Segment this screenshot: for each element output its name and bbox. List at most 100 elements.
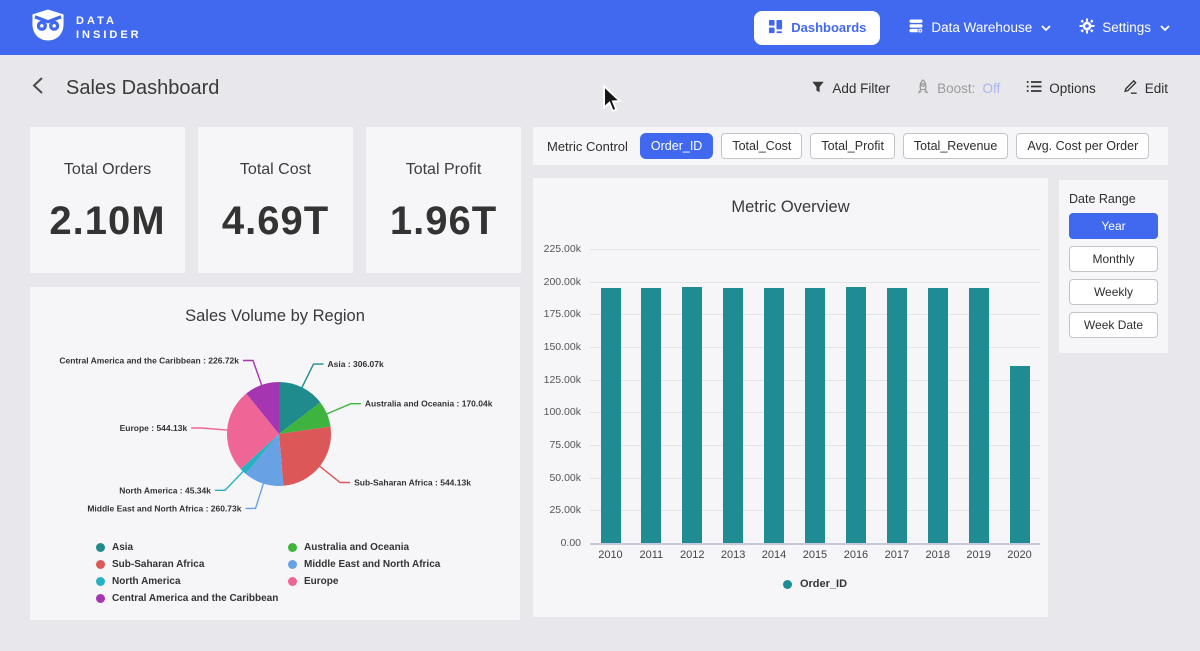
settings-menu[interactable]: Settings [1079,18,1170,37]
pie-slice-label: Sub-Saharan Africa : 544.13k [354,478,471,488]
pie-slice-label: North America : 45.34k [119,485,211,495]
legend-label: North America [112,576,181,587]
metric-buttons: Order_ID Total_Cost Total_Profit Total_Reve… [640,133,1149,159]
legend-dot-icon [288,560,297,569]
bar-2014[interactable] [764,288,784,543]
kpi-label: Total Profit [406,161,482,179]
bar-2019[interactable] [969,288,989,543]
pie-leader-line [191,428,229,430]
date-range-label: Date Range [1069,192,1158,206]
metric-button-order-id[interactable]: Order_ID [640,133,713,159]
x-axis-tick-label: 2013 [713,549,754,561]
bar-chart-panel: Metric Overview 225.00k200.00k175.00k150… [533,178,1048,617]
pie-legend-item[interactable]: Sub-Saharan Africa [96,556,288,573]
bar-2011[interactable] [641,288,661,543]
kpi-card-total-cost: Total Cost 4.69T [198,127,353,273]
edit-button[interactable]: Edit [1122,78,1168,98]
bar-2017[interactable] [887,288,907,543]
date-range-button-year[interactable]: Year [1069,213,1158,239]
pie-slice-2[interactable] [279,427,331,486]
bar-2015[interactable] [805,288,825,543]
options-button[interactable]: Options [1026,80,1096,96]
rocket-icon [916,79,930,98]
add-filter-button[interactable]: Add Filter [811,80,890,97]
back-button[interactable] [32,76,44,100]
data-warehouse-menu[interactable]: Data Warehouse [908,18,1051,37]
bar-2016[interactable] [846,287,866,544]
metric-button-total-revenue[interactable]: Total_Revenue [903,133,1008,159]
y-axis-tick-label: 125.00k [533,374,581,386]
legend-dot-icon [288,577,297,586]
gridline [590,543,1040,545]
pie-leader-line [325,404,361,415]
pencil-icon [1122,78,1138,98]
metric-button-avg-cost-per-order[interactable]: Avg. Cost per Order [1016,133,1149,159]
bar-plot [590,249,1040,543]
bar-2010[interactable] [601,288,621,543]
x-axis-tick-label: 2018 [917,549,958,561]
pie-slice-label: Australia and Oceania : 170.04k [365,399,493,409]
pie-chart-title: Sales Volume by Region [30,307,520,326]
pie-slice-label: Europe : 544.13k [120,423,188,433]
bar-2020[interactable] [1010,366,1030,543]
legend-label: Australia and Oceania [304,542,409,553]
metric-button-total-cost[interactable]: Total_Cost [721,133,802,159]
kpi-label: Total Cost [240,161,311,179]
date-range-button-weekly[interactable]: Weekly [1069,279,1158,305]
date-range-button-monthly[interactable]: Monthly [1069,246,1158,272]
legend-label: Middle East and North Africa [304,559,440,570]
metric-button-total-profit[interactable]: Total_Profit [810,133,895,159]
bar-2012[interactable] [682,287,702,544]
pie-slice-label: Central America and the Caribbean : 226.… [59,356,239,366]
kpi-label: Total Orders [64,161,151,179]
bar-2018[interactable] [928,288,948,543]
kpi-value: 4.69T [222,199,329,244]
pie-slice-label: Middle East and North Africa : 260.73k [87,503,241,513]
y-axis-tick-label: 225.00k [533,243,581,255]
y-axis-tick-label: 75.00k [533,439,581,451]
kpi-value: 2.10M [49,199,165,244]
pie-legend-item[interactable]: North America [96,573,288,590]
bar-legend[interactable]: Order_ID [590,578,1040,590]
pie-legend-item[interactable]: Asia [96,539,288,556]
y-axis-tick-label: 100.00k [533,406,581,418]
legend-dot-icon [96,543,105,552]
owl-logo-icon [30,8,66,47]
boost-toggle[interactable]: Boost: Off [916,79,1000,98]
y-axis-tick-label: 0.00 [533,537,581,549]
gridline [590,282,1040,283]
boost-status: Off [982,81,1000,96]
pie-legend-col2: Australia and Oceania Middle East and Nor… [288,539,440,607]
pie-legend-item[interactable]: Australia and Oceania [288,539,440,556]
dashboards-icon [768,19,783,37]
y-axis-tick-label: 25.00k [533,504,581,516]
metric-control-label: Metric Control [547,139,628,154]
pie-chart-svg[interactable]: Asia : 306.07kAustralia and Oceania : 17… [30,329,520,539]
bar-2013[interactable] [723,288,743,543]
database-icon [908,18,924,37]
dashboards-button[interactable]: Dashboards [754,11,880,45]
brand[interactable]: DATA INSIDER [30,8,142,47]
pie-leader-line [243,361,262,387]
pie-legend-item[interactable]: Middle East and North Africa [288,556,440,573]
legend-dot-icon [96,560,105,569]
legend-label: Asia [112,542,133,553]
legend-dot-icon [96,577,105,586]
bar-yticks: 225.00k200.00k175.00k150.00k125.00k100.0… [533,249,581,543]
top-navbar: DATA INSIDER Dashboards [0,0,1200,55]
funnel-icon [811,80,825,97]
x-axis-tick-label: 2020 [999,549,1040,561]
pie-legend-col1: Asia Sub-Saharan Africa North America Centr… [96,539,288,607]
list-icon [1026,80,1042,96]
legend-label: Order_ID [800,578,847,590]
x-axis-tick-label: 2015 [795,549,836,561]
pie-legend-item[interactable]: Central America and the Caribbean [96,590,288,607]
pie-leader-line [215,470,244,490]
kpi-card-total-profit: Total Profit 1.96T [366,127,521,273]
date-range-button-week-date[interactable]: Week Date [1069,312,1158,338]
x-axis-tick-label: 2019 [958,549,999,561]
pie-legend: Asia Sub-Saharan Africa North America Centr… [96,539,440,607]
pie-legend-item[interactable]: Europe [288,573,440,590]
page-title: Sales Dashboard [66,77,219,100]
legend-dot-icon [288,543,297,552]
